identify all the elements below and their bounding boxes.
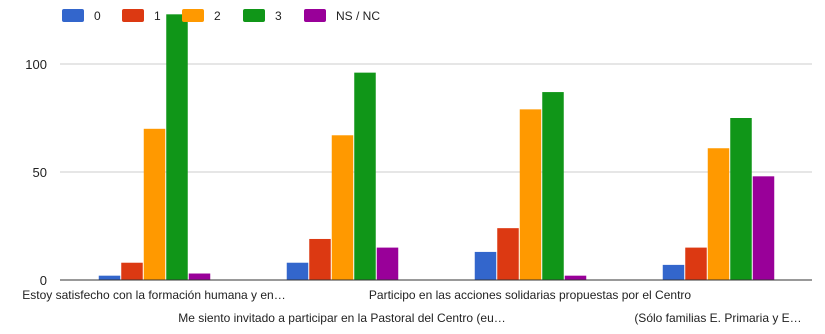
legend-swatch xyxy=(243,9,265,22)
legend-label: 3 xyxy=(275,9,282,23)
x-category-label: Participo en las acciones solidarias pro… xyxy=(369,288,691,302)
bar-0-cat-2[interactable] xyxy=(286,262,309,280)
legend: 0 1 2 3 NS / NC xyxy=(62,9,380,23)
legend-label: 2 xyxy=(214,9,221,23)
x-category-label: (Sólo familias E. Primaria y E… xyxy=(634,311,801,325)
legend-swatch xyxy=(182,9,204,22)
legend-swatch xyxy=(62,9,84,22)
bar-0-cat-3[interactable] xyxy=(474,251,497,280)
legend-swatch xyxy=(304,9,326,22)
legend-label: 1 xyxy=(154,9,161,23)
bar-3-cat-4[interactable] xyxy=(730,118,752,280)
y-tick-label: 0 xyxy=(40,273,47,288)
bar-1-cat-3[interactable] xyxy=(497,228,519,280)
bar-ns-nc-cat-3[interactable] xyxy=(564,275,587,280)
legend-swatch xyxy=(122,9,144,22)
bar-ns-nc-cat-4[interactable] xyxy=(752,176,775,280)
x-category-label: Estoy satisfecho con la formación humana… xyxy=(22,288,285,302)
bar-ns-nc-cat-1[interactable] xyxy=(188,273,211,280)
y-tick-label: 50 xyxy=(33,165,47,180)
bar-3-cat-3[interactable] xyxy=(542,92,564,280)
x-axis-labels: Estoy satisfecho con la formación humana… xyxy=(22,288,801,325)
bar-0-cat-1[interactable] xyxy=(98,275,121,280)
y-tick-label: 100 xyxy=(25,57,47,72)
bar-3-cat-1[interactable] xyxy=(166,14,188,280)
y-axis-ticks: 0 50 100 xyxy=(25,57,47,288)
bars xyxy=(98,14,775,280)
bar-1-cat-2[interactable] xyxy=(309,238,331,280)
bar-2-cat-3[interactable] xyxy=(519,109,542,280)
legend-label: 0 xyxy=(94,9,101,23)
bar-2-cat-1[interactable] xyxy=(143,128,166,280)
legend-label: NS / NC xyxy=(336,9,380,23)
bar-2-cat-2[interactable] xyxy=(331,135,354,280)
bar-2-cat-4[interactable] xyxy=(707,148,730,280)
x-category-label: Me siento invitado a participar en la Pa… xyxy=(178,311,506,325)
bar-3-cat-2[interactable] xyxy=(354,72,376,280)
bar-1-cat-1[interactable] xyxy=(121,262,143,280)
bar-1-cat-4[interactable] xyxy=(685,247,707,280)
bar-ns-nc-cat-2[interactable] xyxy=(376,247,399,280)
bar-0-cat-4[interactable] xyxy=(662,264,685,280)
